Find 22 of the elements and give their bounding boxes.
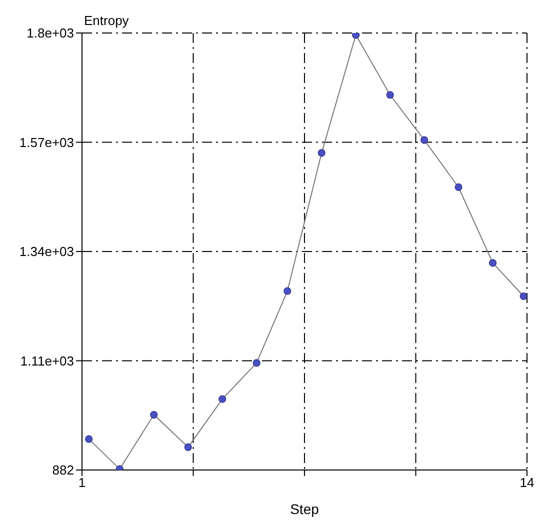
point: [352, 33, 360, 39]
point: [184, 443, 192, 451]
point: [520, 292, 527, 300]
y-tick-label: 1.57e+03: [19, 134, 74, 150]
point: [85, 435, 93, 443]
x-tick-label: 1: [78, 475, 86, 490]
y-tick-label: 1.34e+03: [19, 244, 74, 260]
x-axis-title: Step: [290, 501, 320, 517]
point: [420, 136, 428, 144]
point: [218, 395, 226, 403]
y-tick-label: 882: [52, 462, 74, 478]
x-tick-label: 14: [520, 475, 534, 490]
point: [454, 183, 462, 192]
point: [488, 259, 497, 267]
y-tick-label: 1.11e+03: [20, 353, 74, 368]
point: [252, 359, 260, 367]
point: [150, 410, 158, 419]
point: [318, 149, 326, 157]
y-tick-label: 1.8e+03: [26, 26, 74, 41]
point: [386, 91, 394, 99]
point: [284, 287, 292, 295]
y-axis-title: Entropy: [84, 13, 130, 28]
